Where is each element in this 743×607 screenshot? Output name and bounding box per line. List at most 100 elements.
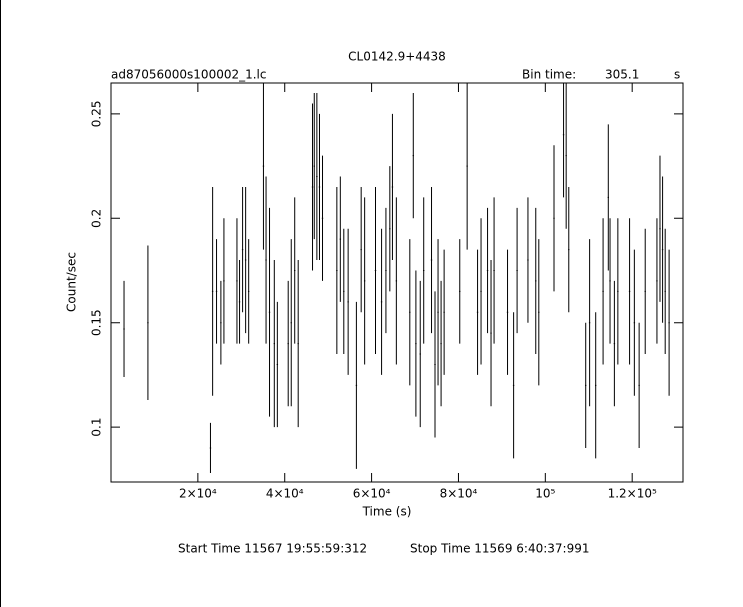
error-bar [311, 103, 314, 271]
error-bar [389, 166, 391, 292]
error-bar [265, 176, 267, 344]
error-bar [527, 197, 529, 323]
error-bar [588, 239, 591, 407]
error-bar [419, 280, 421, 428]
error-bar [480, 218, 482, 365]
error-bar [287, 280, 289, 407]
error-bar [123, 280, 125, 377]
error-bar [220, 280, 222, 365]
error-bar [628, 218, 631, 365]
error-bar [316, 93, 318, 261]
error-bar [656, 218, 658, 344]
y-tick-label: 0.15 [90, 309, 104, 336]
error-bar [664, 228, 666, 355]
x-tick-label: 6×10⁴ [353, 487, 391, 501]
error-bar [294, 197, 296, 344]
error-bar [374, 186, 377, 355]
error-bar [535, 207, 537, 355]
y-tick-label: 0.25 [90, 101, 104, 128]
error-bar [395, 197, 398, 365]
error-bar [613, 280, 616, 407]
error-bar [385, 207, 387, 334]
error-bar [430, 186, 433, 334]
bin-time-label: Bin time: [522, 68, 576, 82]
error-bar [412, 93, 414, 219]
start-time: Start Time 11567 19:55:59:312 [178, 542, 367, 556]
error-bar [609, 218, 611, 344]
x-axis-label: Time (s) [362, 505, 412, 519]
error-bar [562, 83, 565, 198]
error-bar [423, 197, 425, 344]
error-bar [360, 186, 362, 313]
y-tick-label: 0.2 [90, 209, 104, 228]
chart-title: CL0142.9+4438 [348, 50, 446, 64]
error-bar [262, 83, 265, 250]
error-bar [238, 260, 241, 344]
error-bar [409, 239, 411, 386]
error-bar [268, 207, 271, 417]
error-bar [565, 83, 567, 229]
error-bar [276, 301, 279, 428]
error-bar [466, 83, 468, 250]
x-tick-label: 1.2×10⁵ [608, 487, 657, 501]
error-bar [638, 322, 640, 448]
error-bar [236, 218, 238, 344]
error-bar [568, 186, 570, 313]
x-tick-label: 4×10⁴ [266, 487, 304, 501]
error-bar [516, 207, 518, 334]
error-bar [493, 197, 495, 344]
error-bar [585, 322, 587, 448]
error-bar [241, 186, 244, 313]
error-bar [223, 218, 225, 344]
error-bar [318, 113, 321, 261]
error-bar [336, 186, 338, 355]
error-bar [538, 239, 540, 386]
error-bar [506, 249, 509, 375]
error-bar [391, 113, 394, 261]
error-bar [607, 124, 609, 271]
y-tick-label: 0.1 [90, 418, 104, 437]
x-tick-label: 2×10⁴ [179, 487, 217, 501]
error-bar [247, 239, 250, 344]
error-bar [644, 228, 646, 355]
error-bar [434, 291, 436, 438]
error-bar [339, 176, 342, 302]
stop-time: Stop Time 11569 6:40:37:991 [410, 542, 589, 556]
error-bar [459, 239, 461, 344]
bin-time-unit: s [674, 68, 680, 82]
bin-time-value: 305.1 [605, 68, 639, 82]
error-bar [490, 260, 492, 407]
error-bar [443, 249, 445, 375]
error-bar [617, 218, 619, 365]
error-bar [476, 249, 479, 375]
error-bar [633, 249, 636, 396]
error-bar [211, 186, 214, 396]
error-bar [553, 145, 555, 292]
x-tick-label: 8×10⁴ [440, 487, 478, 501]
error-bar [147, 245, 149, 400]
error-bar [297, 260, 299, 428]
plot-frame [110, 82, 684, 483]
error-bar [602, 218, 604, 365]
error-bar [437, 239, 439, 386]
error-bar [343, 228, 345, 355]
error-bar [355, 301, 358, 469]
error-bar [215, 239, 218, 344]
error-bar [209, 422, 212, 474]
error-bar [659, 155, 661, 302]
y-axis-label: Count/sec [65, 252, 79, 312]
error-bar [380, 228, 383, 375]
error-bar [440, 280, 442, 407]
error-bar [668, 249, 670, 396]
error-bar [290, 239, 292, 407]
error-bar [512, 312, 515, 459]
error-bar [273, 260, 276, 428]
error-bar [363, 197, 366, 365]
subtitle: ad87056000s100002_1.lc [111, 68, 267, 82]
error-bar [244, 186, 247, 334]
error-bar [347, 228, 349, 375]
error-bar [595, 312, 597, 459]
x-tick-label: 10⁵ [535, 487, 555, 501]
error-bar [313, 93, 315, 240]
